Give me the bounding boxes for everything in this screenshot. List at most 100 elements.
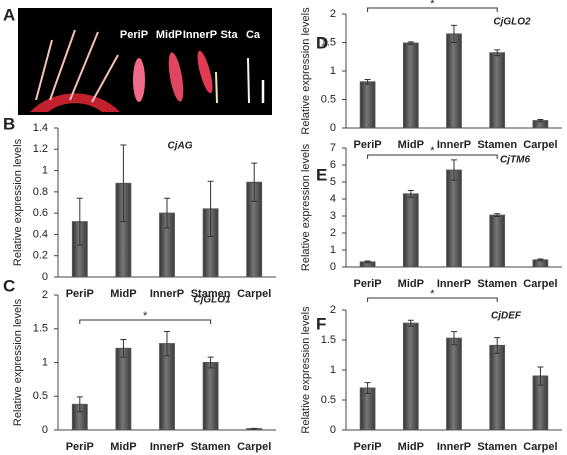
significance-label: * (430, 145, 435, 157)
y-axis-label: Relative expression levels (12, 298, 24, 426)
significance-bracket (367, 7, 498, 12)
error-bar (537, 118, 544, 123)
y-tick-label: 1 (330, 244, 336, 256)
error-bar (164, 330, 170, 357)
y-tick-label: 0 (330, 122, 336, 134)
significance-bracket (367, 297, 498, 302)
y-tick-label: 0 (42, 271, 48, 283)
y-tick-label: 1 (330, 65, 336, 77)
error-bar (494, 49, 501, 57)
bar (115, 347, 132, 431)
x-tick-label: Stamen (191, 441, 231, 453)
y-tick-label: 0.4 (33, 228, 48, 240)
x-tick-label: InnerP (437, 139, 471, 151)
bar (202, 362, 219, 431)
x-tick-label: MidP (398, 278, 424, 290)
chart-title: CjTM6 (500, 155, 530, 166)
y-tick-label: 0 (42, 424, 48, 436)
x-tick-label: Stamen (477, 278, 517, 290)
y-tick-label: 7 (330, 142, 336, 154)
y-tick-label: 0.5 (321, 394, 336, 406)
bar (402, 193, 419, 268)
error-bar (120, 144, 127, 223)
y-tick-label: 1.4 (33, 122, 48, 134)
bar (446, 33, 462, 129)
error-bar (251, 427, 258, 430)
error-bar (451, 159, 457, 181)
chart-title: CjDEF (491, 311, 522, 322)
photo-label: PeriP (120, 29, 148, 41)
x-tick-label: MidP (398, 139, 424, 151)
chart-title: CjGLO2 (493, 17, 531, 28)
chart-title: CjGLO1 (193, 295, 231, 306)
bar (446, 169, 462, 268)
y-tick-label: 0.8 (33, 186, 48, 198)
error-bar (364, 260, 371, 264)
error-bar (494, 337, 501, 354)
x-tick-label: PeriP (354, 441, 382, 453)
y-tick-label: 2 (330, 227, 336, 239)
significance-label: * (430, 288, 435, 300)
significance-bracket (79, 319, 212, 324)
bar (359, 81, 376, 129)
error-bar (251, 162, 258, 202)
error-bar (76, 197, 83, 246)
panel-letter: A (3, 5, 15, 24)
error-bar (164, 197, 170, 229)
y-tick-label: 4 (330, 193, 336, 205)
photo-label: MidP (156, 29, 182, 41)
panel-letter: E (316, 165, 327, 184)
y-axis-label: Relative expression levels (300, 143, 312, 271)
flower-detail (35, 29, 119, 103)
bar (402, 322, 419, 431)
stamen (215, 71, 218, 104)
error-bar (537, 366, 544, 386)
x-tick-label: Carpel (523, 139, 557, 151)
x-tick-label: InnerP (150, 288, 184, 300)
y-tick-label: 1 (42, 164, 48, 176)
significance-label: * (430, 0, 435, 10)
y-tick-label: 1.5 (321, 334, 336, 346)
bar (489, 52, 506, 129)
x-tick-label: PeriP (66, 288, 94, 300)
x-tick-label: Carpel (523, 278, 557, 290)
y-tick-label: 0.5 (33, 390, 48, 402)
petal (133, 58, 145, 102)
flower (30, 93, 120, 112)
error-bar (407, 190, 414, 198)
y-tick-label: 0.6 (33, 207, 48, 219)
y-tick-label: 0 (330, 261, 336, 273)
error-bar (207, 180, 214, 238)
bar (159, 343, 175, 431)
significance-bracket (367, 154, 498, 159)
panel-letter: F (316, 314, 326, 333)
significance-label: * (143, 310, 148, 322)
y-tick-label: 1.2 (33, 143, 48, 155)
y-tick-label: 2 (330, 8, 336, 20)
panel-letter: D (316, 33, 328, 52)
x-tick-label: InnerP (437, 278, 471, 290)
error-bar (76, 396, 83, 413)
y-tick-label: 1 (42, 356, 48, 368)
x-tick-label: Stamen (477, 441, 517, 453)
x-tick-label: MidP (110, 288, 136, 300)
y-tick-label: 2 (42, 289, 48, 301)
y-axis-label: Relative expression levels (12, 138, 24, 266)
x-tick-label: Stamen (477, 139, 517, 151)
error-bar (120, 339, 127, 358)
panel-letter: C (3, 276, 15, 295)
bar (489, 344, 506, 431)
x-tick-label: MidP (110, 441, 136, 453)
photo-label: Sta (220, 29, 238, 41)
error-bar (207, 356, 214, 369)
petal (168, 52, 184, 102)
error-bar (364, 382, 371, 394)
error-bar (451, 331, 457, 346)
photo-label: Ca (246, 29, 261, 41)
error-bar (537, 258, 544, 262)
chart-title: CjAG (168, 141, 193, 152)
y-tick-label: 0 (330, 424, 336, 436)
photo-label: InnerP (183, 29, 217, 41)
petal (197, 50, 213, 94)
